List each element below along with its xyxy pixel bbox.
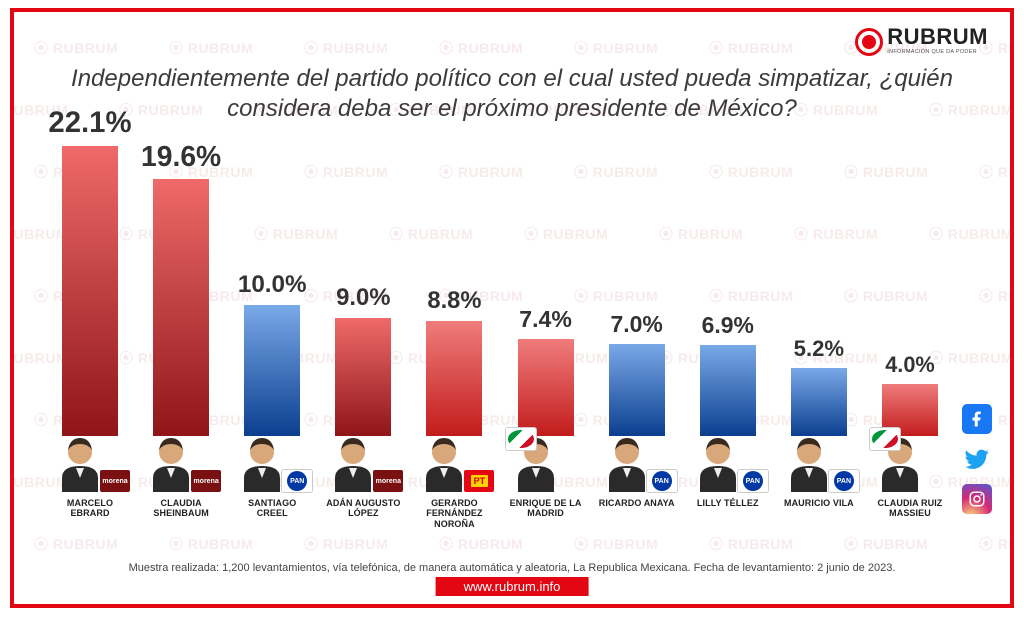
- bar: 5.2%: [791, 368, 847, 436]
- bar: 7.4%: [518, 339, 574, 436]
- instagram-icon: [962, 484, 992, 514]
- avatar-row: [870, 428, 950, 492]
- bar: 9.0%: [335, 318, 391, 436]
- candidate-name: CLAUDIA SHEINBAUM: [141, 498, 221, 520]
- avatar-row: [506, 428, 586, 492]
- candidate-column: 8.8% PT GERARDO FERNÁNDEZ NOROÑA: [414, 146, 494, 542]
- party-logo-pan: PAN: [282, 470, 312, 492]
- bar-chart: 22.1% morena MARCELO EBRARD 19.6% morena CLAU…: [50, 146, 950, 542]
- party-logo-pt: PT: [464, 470, 494, 492]
- bar-value-label: 4.0%: [885, 352, 935, 378]
- party-logo-pri: [870, 428, 900, 450]
- bar-wrap: 6.9%: [697, 146, 759, 436]
- avatar-row: PAN: [779, 428, 859, 492]
- bar-wrap: 19.6%: [150, 146, 212, 436]
- facebook-icon: [962, 404, 992, 434]
- party-logo-pri: [506, 428, 536, 450]
- avatar-row: PT: [414, 428, 494, 492]
- party-logo-morena: morena: [191, 470, 221, 492]
- bar: 22.1%: [62, 146, 118, 436]
- bar: 8.8%: [426, 321, 482, 436]
- avatar-row: morena: [141, 428, 221, 492]
- bar-value-label: 9.0%: [336, 284, 390, 312]
- brand-tagline: INFORMACIÓN QUE DA PODER: [887, 50, 988, 56]
- avatar-row: PAN: [232, 428, 312, 492]
- source-url: www.rubrum.info: [436, 577, 589, 596]
- avatar-row: PAN: [597, 428, 677, 492]
- candidate-name: ENRIQUE DE LA MADRID: [506, 498, 586, 520]
- bar-value-label: 19.6%: [141, 140, 221, 173]
- bar-wrap: 22.1%: [59, 146, 121, 436]
- brand-target-icon: [855, 28, 883, 56]
- brand-text: RUBRUM INFORMACIÓN QUE DA PODER: [887, 26, 988, 56]
- outer-frame: ⦿ RUBRUM⦿ RUBRUM⦿ RUBRUM⦿ RUBRUM⦿ RUBRUM…: [0, 0, 1024, 622]
- bar-value-label: 10.0%: [238, 271, 307, 299]
- bar-value-label: 5.2%: [794, 336, 844, 362]
- candidate-name: MAURICIO VILA: [784, 498, 854, 520]
- bar-value-label: 7.4%: [519, 306, 572, 333]
- candidate-name: CLAUDIA RUIZ MASSIEU: [870, 498, 950, 520]
- candidate-name: MARCELO EBRARD: [50, 498, 130, 520]
- candidate-column: 10.0% PAN SANTIAGO CREEL: [232, 146, 312, 542]
- party-logo-morena: morena: [373, 470, 403, 492]
- avatar-row: morena: [50, 428, 130, 492]
- candidate-column: 6.9% PAN LILLY TÉLLEZ: [688, 146, 768, 542]
- candidate-column: 4.0% CLAUDIA RUIZ MASSIEU: [870, 146, 950, 542]
- candidate-name: LILLY TÉLLEZ: [697, 498, 759, 520]
- candidate-column: 9.0% morena ADÁN AUGUSTO LÓPEZ: [323, 146, 403, 542]
- social-icons: [962, 404, 992, 514]
- bar-value-label: 7.0%: [611, 311, 663, 338]
- chart-title: Independientemente del partido político …: [68, 64, 956, 124]
- bar: 19.6%: [153, 179, 209, 436]
- party-logo-pan: PAN: [829, 470, 859, 492]
- bar-wrap: 4.0%: [879, 146, 941, 436]
- bar: 6.9%: [700, 345, 756, 436]
- brand-logo: RUBRUM INFORMACIÓN QUE DA PODER: [855, 26, 988, 56]
- candidate-column: 7.0% PAN RICARDO ANAYA: [597, 146, 677, 542]
- candidate-column: 22.1% morena MARCELO EBRARD: [50, 146, 130, 542]
- party-logo-pan: PAN: [738, 470, 768, 492]
- party-logo-pan: PAN: [647, 470, 677, 492]
- bars-row: 22.1% morena MARCELO EBRARD 19.6% morena CLAU…: [50, 146, 950, 542]
- candidate-column: 19.6% morena CLAUDIA SHEINBAUM: [141, 146, 221, 542]
- candidate-name: ADÁN AUGUSTO LÓPEZ: [323, 498, 403, 520]
- bar: 10.0%: [244, 305, 300, 436]
- avatar-row: morena: [323, 428, 403, 492]
- bar-wrap: 5.2%: [788, 146, 850, 436]
- candidate-name: SANTIAGO CREEL: [232, 498, 312, 520]
- twitter-icon: [962, 444, 992, 474]
- candidate-name: GERARDO FERNÁNDEZ NOROÑA: [414, 498, 494, 529]
- bar-wrap: 9.0%: [332, 146, 394, 436]
- bar-wrap: 10.0%: [241, 146, 303, 436]
- candidate-column: 5.2% PAN MAURICIO VILA: [779, 146, 859, 542]
- methodology-text: Muestra realizada: 1,200 levantamientos,…: [14, 562, 1010, 574]
- bar-value-label: 22.1%: [48, 106, 131, 140]
- inner-frame: ⦿ RUBRUM⦿ RUBRUM⦿ RUBRUM⦿ RUBRUM⦿ RUBRUM…: [10, 8, 1014, 608]
- bar-wrap: 7.4%: [515, 146, 577, 436]
- bar: 7.0%: [609, 344, 665, 436]
- party-logo-morena: morena: [100, 470, 130, 492]
- avatar-row: PAN: [688, 428, 768, 492]
- candidate-column: 7.4% ENRIQUE DE LA MADRID: [506, 146, 586, 542]
- candidate-name: RICARDO ANAYA: [599, 498, 675, 520]
- bar-wrap: 7.0%: [606, 146, 668, 436]
- brand-name: RUBRUM: [887, 26, 988, 48]
- bar-value-label: 8.8%: [427, 288, 481, 315]
- bar-value-label: 6.9%: [702, 312, 754, 339]
- bar-wrap: 8.8%: [423, 146, 485, 436]
